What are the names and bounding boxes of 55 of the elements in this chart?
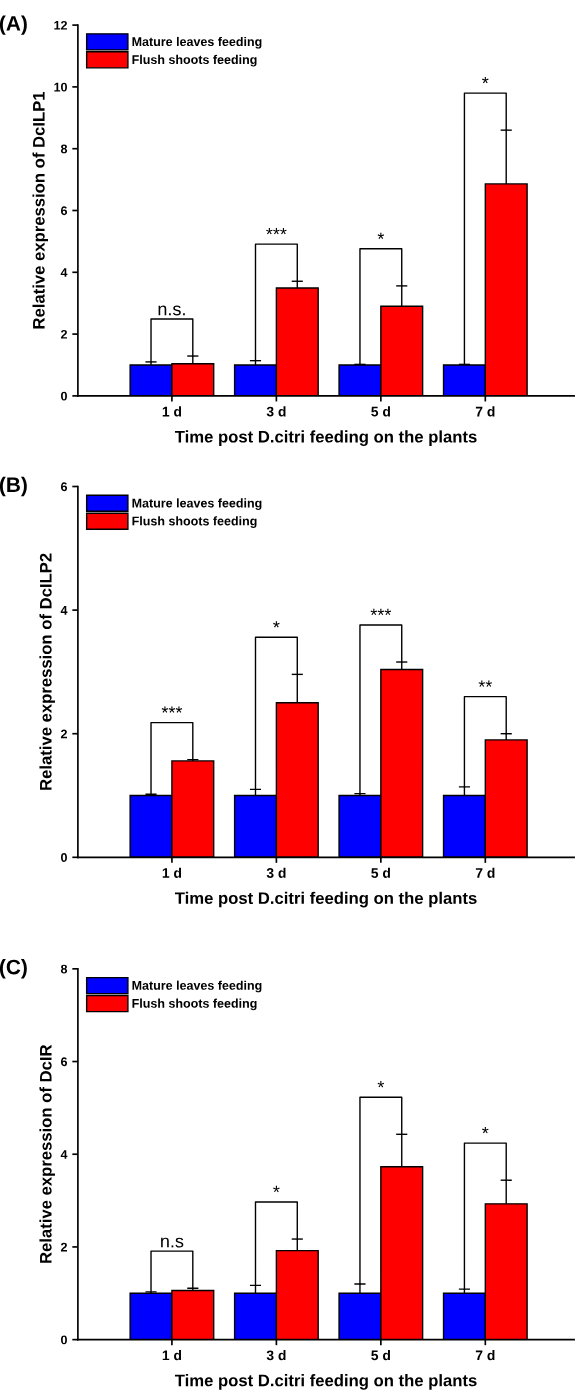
legend-label: Flush shoots feeding	[132, 516, 257, 528]
x-tick-label: 3 d	[266, 867, 286, 878]
y-axis-title: Relative expression of DcIR	[39, 1044, 55, 1263]
y-tick-label: 0	[61, 1335, 67, 1345]
x-tick-label: 5 d	[371, 1350, 390, 1361]
x-tick-label: 7 d	[475, 406, 495, 417]
y-axis-title: Relative expression of DcILP1	[32, 91, 49, 329]
annotation: *	[273, 621, 280, 628]
x-tick-label: 3 d	[266, 406, 286, 417]
y-tick-label: 4	[60, 1150, 68, 1159]
x-tick-label: 7 d	[475, 1350, 495, 1361]
y-tick-label: 4	[60, 606, 68, 615]
x-tick-label: 1 d	[162, 1350, 182, 1361]
annotation: ***	[161, 706, 183, 713]
y-tick-label: 12	[54, 20, 67, 30]
y-tick-label: 8	[60, 964, 68, 974]
annotation: **	[478, 680, 493, 687]
y-tick-label: 4	[60, 268, 68, 277]
chart-title: (C)	[0, 959, 27, 979]
y-tick-label: 2	[60, 1242, 67, 1252]
x-axis-title: Time post D.citri feeding on the plants	[174, 430, 477, 446]
legend-label: Mature leaves feeding	[132, 980, 262, 993]
y-tick-label: 6	[60, 1057, 68, 1067]
chart-title: (A)	[0, 15, 27, 35]
chart-title: (B)	[0, 476, 27, 497]
annotation: ***	[370, 608, 392, 616]
legend-label: Flush shoots feeding	[132, 54, 257, 67]
y-tick-label: 6	[60, 206, 68, 216]
y-tick-label: 6	[60, 482, 68, 492]
annotation: ***	[266, 228, 287, 235]
y-tick-label: 2	[60, 329, 67, 339]
legend-label: Mature leaves feeding	[132, 36, 262, 49]
y-tick-label: 0	[61, 853, 67, 862]
y-axis-title: Relative expression of DcILP2	[39, 553, 55, 790]
legend-label: Mature leaves feeding	[132, 498, 262, 511]
x-axis-title: Time post D.citri feeding on the plants	[174, 1374, 477, 1390]
x-tick-label: 3 d	[266, 1350, 286, 1361]
x-tick-label: 7 d	[475, 867, 495, 878]
annotation: *	[482, 76, 489, 84]
annotation: *	[482, 1126, 489, 1134]
y-tick-label: 10	[54, 82, 67, 92]
y-tick-label: 0	[61, 391, 67, 401]
annotation: n.s	[161, 1237, 184, 1248]
annotation: *	[377, 232, 385, 239]
annotation: n.s.	[158, 305, 185, 316]
annotation: *	[273, 1185, 280, 1193]
annotation: *	[377, 1081, 385, 1088]
x-tick-label: 5 d	[371, 406, 390, 417]
x-tick-label: 5 d	[371, 867, 390, 878]
x-axis-title: Time post D.citri feeding on the plants	[174, 891, 477, 908]
x-tick-label: 1 d	[162, 406, 182, 417]
y-tick-label: 8	[60, 144, 68, 154]
x-tick-label: 1 d	[162, 867, 182, 878]
y-tick-label: 2	[60, 729, 67, 739]
legend-label: Flush shoots feeding	[132, 998, 257, 1011]
